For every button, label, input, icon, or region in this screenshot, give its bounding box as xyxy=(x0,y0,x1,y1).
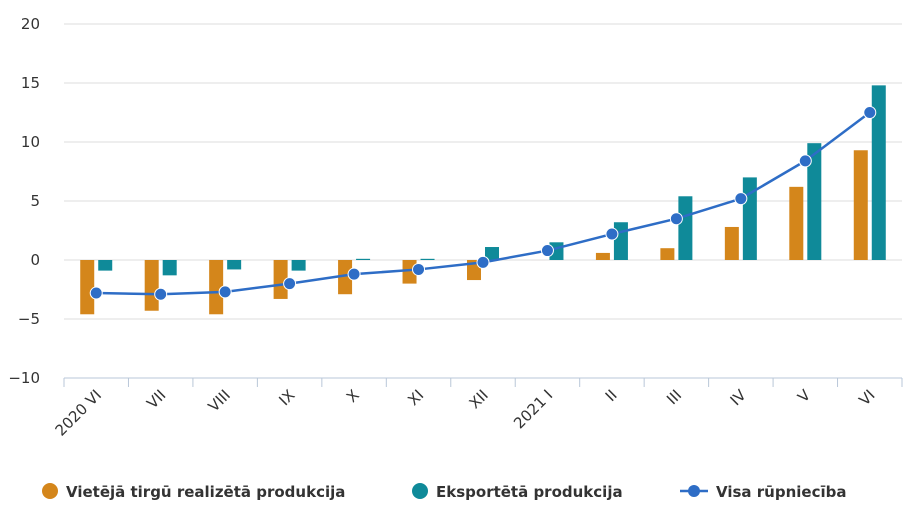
legend-label: Vietējā tirgū realizētā produkcija xyxy=(66,483,345,501)
bar-export xyxy=(291,260,306,271)
bar-domestic xyxy=(595,252,610,260)
line-point xyxy=(605,227,619,241)
line-point xyxy=(540,244,554,258)
bar-domestic xyxy=(789,186,804,260)
gridlines xyxy=(64,23,902,320)
legend: Vietējā tirgū realizētā produkcija Ekspor… xyxy=(42,483,846,501)
y-tick-label: 15 xyxy=(21,74,40,92)
line-point xyxy=(89,286,103,300)
line-point xyxy=(218,285,232,299)
line-point xyxy=(863,106,877,119)
x-tick-label: IX xyxy=(275,386,298,409)
x-tick-label: X xyxy=(343,386,363,406)
y-tick-label: 5 xyxy=(30,192,40,210)
line-point xyxy=(283,277,297,291)
x-tick-label: II xyxy=(602,386,621,405)
x-tick-label: 2021 I xyxy=(510,386,556,432)
bars xyxy=(80,85,886,315)
bar-domestic xyxy=(144,260,159,311)
x-tick-label: VI xyxy=(855,386,878,409)
line-point xyxy=(412,262,426,276)
bar-domestic xyxy=(853,150,868,260)
line-series xyxy=(89,106,877,301)
bar-domestic xyxy=(80,260,95,315)
bar-domestic xyxy=(273,260,288,299)
x-tick-label: 2020 VI xyxy=(52,386,105,439)
bar-export xyxy=(678,196,693,260)
x-tick-label: IV xyxy=(727,386,751,410)
legend-label: Eksportētā produkcija xyxy=(436,483,623,501)
legend-marker-point xyxy=(688,485,700,497)
bar-export xyxy=(485,247,499,260)
x-tick-label: III xyxy=(663,386,685,408)
x-tick-label: V xyxy=(794,386,815,407)
bar-export xyxy=(807,143,822,260)
x-axis: 2020 VI VII VIII IX X XI XII 2021 I II III IV V VI xyxy=(52,377,903,440)
line-point xyxy=(476,255,490,269)
y-tick-label: 0 xyxy=(30,251,40,269)
y-axis-ticks: 20 15 10 5 0 −5 −10 xyxy=(8,15,40,387)
bar-export xyxy=(613,222,628,260)
bar-export xyxy=(871,85,886,260)
y-tick-label: 10 xyxy=(21,133,40,151)
y-tick-label: −10 xyxy=(8,369,40,387)
line-point xyxy=(669,212,683,226)
bar-domestic xyxy=(209,260,224,315)
legend-marker-export xyxy=(412,483,428,499)
line-point xyxy=(347,267,361,281)
x-tick-label: VIII xyxy=(205,386,234,415)
legend-label: Visa rūpniecība xyxy=(716,483,846,501)
line-point xyxy=(734,192,748,206)
legend-marker-domestic xyxy=(42,483,58,499)
bar-export xyxy=(162,260,177,276)
y-tick-label: −5 xyxy=(18,310,40,328)
y-tick-label: 20 xyxy=(21,15,40,33)
x-tick-label: VII xyxy=(143,386,169,412)
line-point xyxy=(798,154,812,168)
x-tick-label: XII xyxy=(466,386,492,412)
bar-domestic xyxy=(402,260,417,284)
bar-export xyxy=(420,258,435,260)
bar-domestic xyxy=(338,260,353,295)
bar-export xyxy=(356,258,371,260)
line-point xyxy=(154,287,168,301)
bar-domestic xyxy=(660,248,675,260)
bar-export xyxy=(227,260,242,270)
bar-domestic xyxy=(724,226,739,260)
bar-export xyxy=(98,260,113,271)
x-tick-label: XI xyxy=(404,386,427,409)
